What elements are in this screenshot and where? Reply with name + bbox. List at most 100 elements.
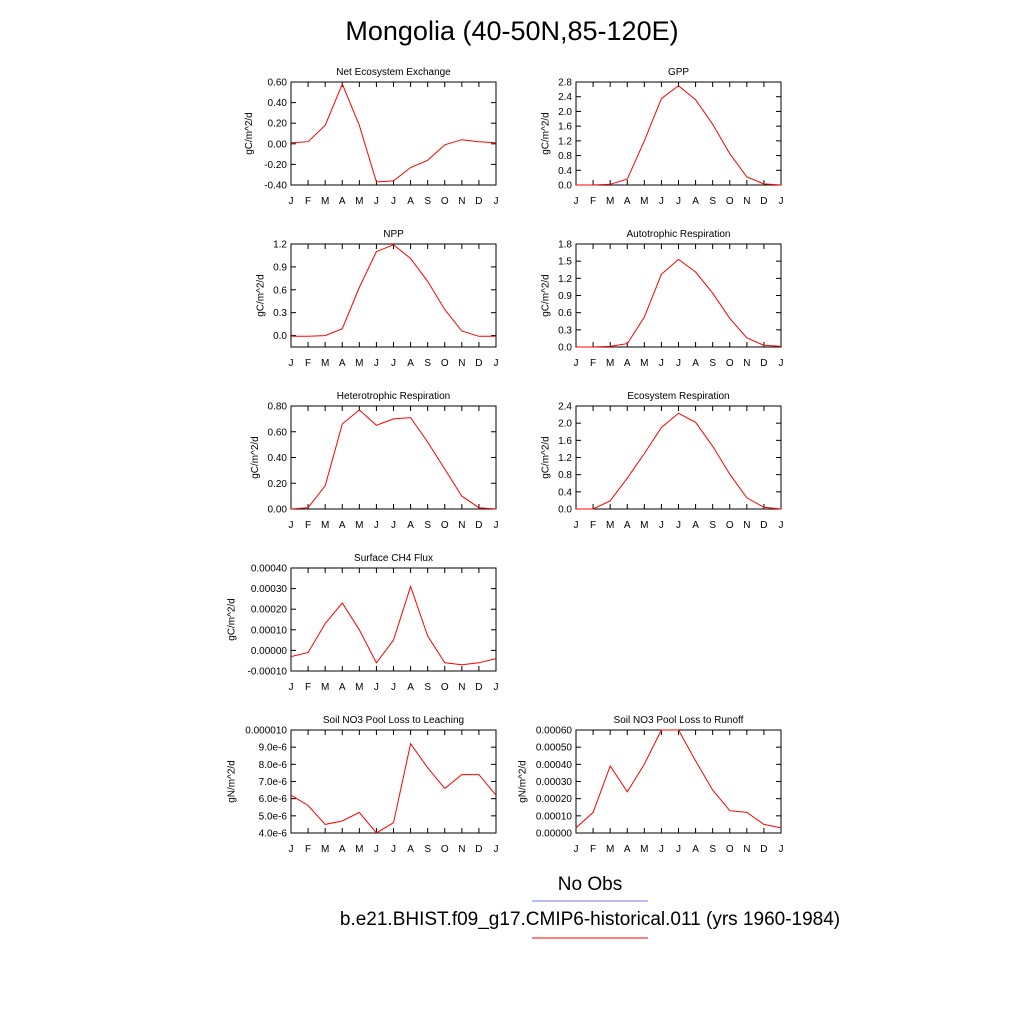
x-tick-label: A <box>339 520 346 531</box>
x-tick-label: N <box>458 844 465 855</box>
x-tick-label: N <box>458 358 465 369</box>
x-tick-label: S <box>424 844 431 855</box>
x-tick-label: J <box>574 844 579 855</box>
y-tick-label: 0.00030 <box>536 777 573 788</box>
panel-frame <box>290 81 497 186</box>
x-tick-label: D <box>475 196 482 207</box>
x-tick-label: O <box>726 520 734 531</box>
y-tick-label: 4.0e-6 <box>259 829 288 840</box>
series-line-gpp <box>576 85 782 186</box>
y-tick-label: 0.4 <box>558 166 572 177</box>
x-tick-label: A <box>692 196 699 207</box>
y-tick-label: 1.2 <box>273 240 287 251</box>
y-tick-label: -0.20 <box>264 160 287 171</box>
x-tick-label: S <box>709 520 716 531</box>
y-tick-label: 1.6 <box>558 122 572 133</box>
x-tick-label: N <box>743 520 750 531</box>
panel-title: Autotrophic Respiration <box>627 229 731 240</box>
x-tick-label: F <box>305 196 311 207</box>
x-tick-label: M <box>640 358 648 369</box>
panel-frame <box>575 729 782 834</box>
y-tick-label: 0.9 <box>558 291 572 302</box>
y-tick-label: 0.80 <box>268 402 288 413</box>
y-tick-label: 0.0 <box>558 343 572 354</box>
x-tick-label: A <box>407 682 414 693</box>
x-tick-label: O <box>726 358 734 369</box>
x-tick-label: J <box>289 520 294 531</box>
y-tick-label: 0.00000 <box>536 829 573 840</box>
x-tick-label: M <box>606 358 614 369</box>
x-tick-label: M <box>321 520 329 531</box>
x-tick-label: J <box>289 358 294 369</box>
y-tick-label: 0.00 <box>268 139 288 150</box>
x-tick-label: A <box>692 844 699 855</box>
x-tick-label: S <box>709 358 716 369</box>
x-tick-label: J <box>779 520 784 531</box>
x-tick-label: F <box>305 844 311 855</box>
y-axis-label: gN/m^2/d <box>227 760 238 803</box>
y-tick-label: 0.6 <box>558 308 572 319</box>
x-tick-label: S <box>709 844 716 855</box>
x-tick-label: M <box>321 844 329 855</box>
series-line-hr <box>290 409 497 510</box>
x-tick-label: J <box>779 196 784 207</box>
series-line-npp <box>291 244 496 337</box>
y-tick-label: 7.0e-6 <box>259 777 288 788</box>
x-tick-label: A <box>624 196 631 207</box>
x-tick-label: N <box>743 196 750 207</box>
x-tick-label: A <box>407 358 414 369</box>
y-tick-label: 9.0e-6 <box>259 743 288 754</box>
y-tick-label: 0.40 <box>268 453 288 464</box>
y-tick-label: 0.3 <box>558 325 572 336</box>
x-tick-label: J <box>391 358 396 369</box>
y-tick-label: 1.6 <box>558 436 572 447</box>
panel-title: Ecosystem Respiration <box>627 391 729 402</box>
x-tick-label: M <box>640 520 648 531</box>
y-axis-label: gC/m^2/d <box>256 274 267 317</box>
figure-title: Mongolia (40-50N,85-120E) <box>345 16 679 46</box>
x-tick-label: O <box>441 520 449 531</box>
x-tick-label: J <box>574 358 579 369</box>
x-tick-label: M <box>355 520 363 531</box>
x-tick-label: M <box>321 358 329 369</box>
y-axis-label: gC/m^2/d <box>227 598 238 641</box>
y-axis-label: gC/m^2/d <box>541 436 552 479</box>
panel-title: Surface CH4 Flux <box>354 553 433 564</box>
x-tick-label: F <box>590 358 596 369</box>
y-tick-label: 0.40 <box>268 98 288 109</box>
x-tick-label: D <box>475 520 482 531</box>
panel-title: Heterotrophic Respiration <box>337 391 450 402</box>
x-tick-label: J <box>289 682 294 693</box>
panel-frame <box>290 729 497 834</box>
x-tick-label: A <box>407 520 414 531</box>
x-tick-label: M <box>355 196 363 207</box>
x-tick-label: J <box>391 520 396 531</box>
x-tick-label: F <box>305 358 311 369</box>
x-tick-label: A <box>339 682 346 693</box>
x-tick-label: J <box>676 196 681 207</box>
y-tick-label: 0.00030 <box>251 584 288 595</box>
y-tick-label: 0.8 <box>558 151 572 162</box>
x-tick-label: A <box>624 520 631 531</box>
y-tick-label: 0.000010 <box>245 726 287 737</box>
y-tick-label: 0.00040 <box>536 760 573 771</box>
x-tick-label: J <box>574 520 579 531</box>
y-axis-label: gN/m^2/d <box>517 760 528 803</box>
x-tick-label: J <box>676 358 681 369</box>
y-tick-label: 0.00020 <box>251 605 288 616</box>
x-tick-label: J <box>659 520 664 531</box>
y-tick-label: 0.00 <box>268 505 288 516</box>
panel-frame <box>290 567 497 672</box>
x-tick-label: M <box>355 682 363 693</box>
x-tick-label: F <box>305 520 311 531</box>
x-tick-label: J <box>374 844 379 855</box>
y-tick-label: 0.00060 <box>536 726 573 737</box>
y-tick-label: 0.00010 <box>251 625 288 636</box>
x-tick-label: J <box>779 358 784 369</box>
y-tick-label: 0.8 <box>558 470 572 481</box>
